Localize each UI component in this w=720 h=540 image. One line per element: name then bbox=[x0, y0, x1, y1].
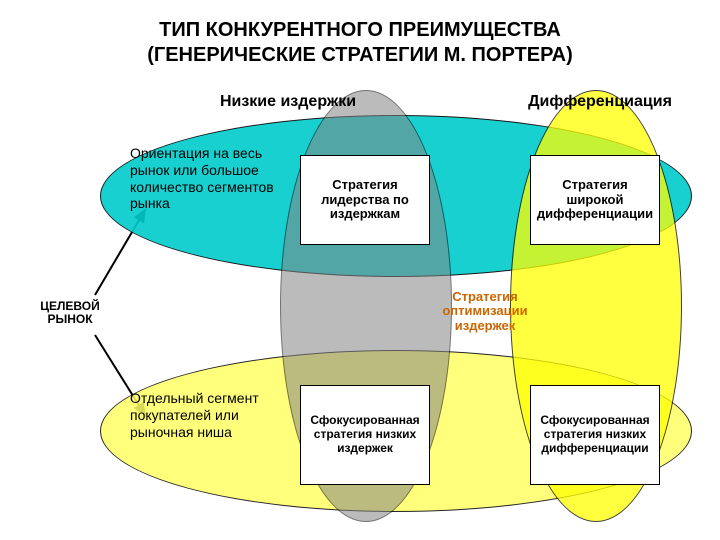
col-header-differentiation: Дифференциация bbox=[500, 93, 700, 111]
box-focused-low-cost: Сфокусированная стратегия низких издерже… bbox=[300, 385, 430, 485]
row-desc-niche-market: Отдельный сегмент покупателей или рыночн… bbox=[130, 390, 285, 440]
diagram-title: ТИП КОНКУРЕНТНОГО ПРЕИМУЩЕСТВА (ГЕНЕРИЧЕ… bbox=[0, 18, 720, 68]
box-focused-differentiation: Сфокусированная стратегия низких диффере… bbox=[530, 385, 660, 485]
box-cost-leadership: Стратегия лидерства по издержкам bbox=[300, 155, 430, 245]
diagram-canvas: ТИП КОНКУРЕНТНОГО ПРЕИМУЩЕСТВА (ГЕНЕРИЧЕ… bbox=[0, 0, 720, 540]
label-cost-optimization: Стратегия оптимизации издержек bbox=[420, 290, 550, 333]
axis-label-target-market: ЦЕЛЕВОЙ РЫНОК bbox=[30, 300, 110, 326]
box-broad-differentiation: Стратегия широкой дифференциации bbox=[530, 155, 660, 245]
row-desc-broad-market: Ориентация на весь рынок или большое кол… bbox=[130, 145, 285, 212]
col-header-low-cost: Низкие издержки bbox=[188, 93, 388, 111]
